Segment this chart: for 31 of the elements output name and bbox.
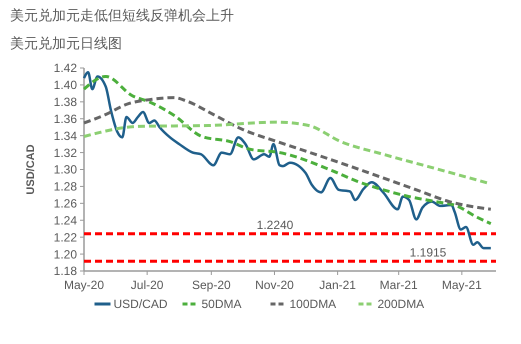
- x-tick-label: Nov-20: [255, 278, 294, 292]
- legend-label: USD/CAD: [114, 297, 168, 312]
- ref-line-label: 1.2240: [256, 218, 294, 232]
- legend-label: 100DMA: [290, 297, 336, 312]
- x-tick-label: May-20: [64, 278, 104, 292]
- ref-line-label: 1.1915: [410, 245, 447, 260]
- x-tick-label: Jul-20: [130, 278, 164, 292]
- legend-label: 50DMA: [202, 297, 242, 312]
- y-tick-label: 1.34: [54, 128, 78, 143]
- chart-subtitle: 美元兑加元日线图: [10, 35, 122, 51]
- x-tick-label: Jan-21: [319, 278, 356, 292]
- y-tick-label: 1.20: [54, 247, 78, 262]
- y-tick-label: 1.36: [54, 112, 78, 126]
- x-tick-label: Sep-20: [192, 278, 231, 292]
- y-axis-title: USD/CAD: [25, 144, 37, 195]
- chart-title: 美元兑加元走低但短线反弹机会上升: [10, 7, 234, 23]
- y-tick-label: 1.18: [54, 264, 78, 278]
- y-tick-label: 1.38: [54, 95, 78, 110]
- y-tick-label: 1.42: [54, 61, 78, 76]
- legend-label: 200DMA: [378, 297, 424, 312]
- y-tick-label: 1.30: [54, 162, 78, 177]
- y-tick-label: 1.22: [54, 230, 78, 244]
- y-tick-label: 1.28: [54, 180, 78, 194]
- y-tick-label: 1.40: [54, 78, 78, 92]
- line-series: [82, 70, 492, 250]
- x-tick-label: May-21: [442, 278, 482, 292]
- x-tick-label: Mar-21: [380, 278, 418, 292]
- y-tick-label: 1.32: [54, 146, 78, 160]
- line-series: [82, 96, 492, 211]
- y-tick-label: 1.24: [54, 213, 78, 228]
- y-tick-label: 1.26: [54, 196, 78, 211]
